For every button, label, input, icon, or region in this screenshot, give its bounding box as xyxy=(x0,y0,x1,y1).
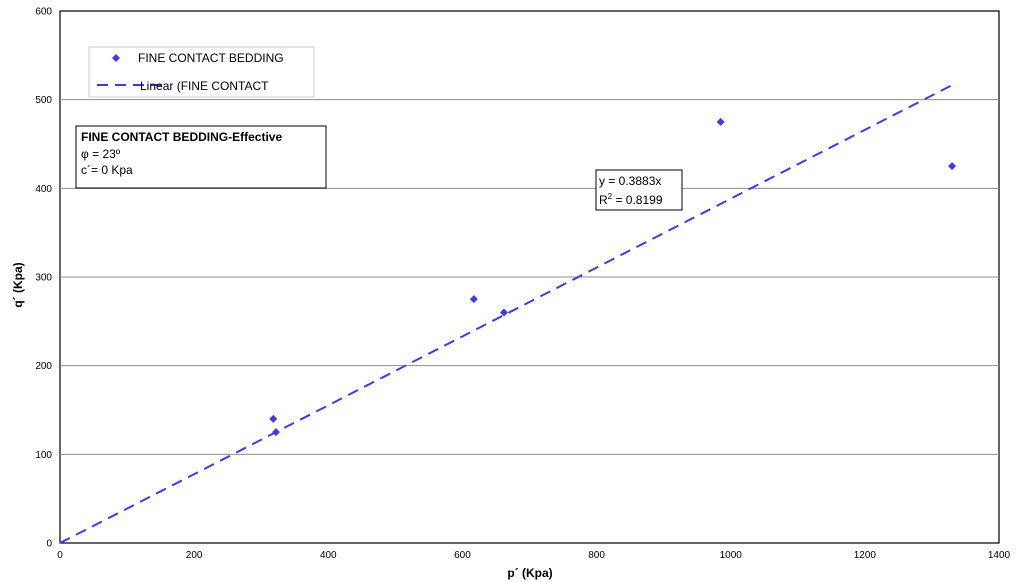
data-point xyxy=(269,414,278,423)
x-tick-label: 1400 xyxy=(988,550,1011,561)
data-points xyxy=(269,117,957,437)
x-tick-label: 1200 xyxy=(854,550,877,561)
x-axis-title: p´ (Kpa) xyxy=(507,566,552,580)
r2-superscript: 2 xyxy=(608,192,613,201)
annotation: FINE CONTACT BEDDING-Effective φ = 23º c… xyxy=(75,125,327,189)
annotation-title: FINE CONTACT BEDDING-Effective xyxy=(81,130,282,144)
trendline-label-box xyxy=(595,169,683,211)
x-tick-label: 600 xyxy=(454,550,471,561)
legend-label-trendline: Linear (FINE CONTACT xyxy=(140,79,269,93)
legend: FINE CONTACT BEDDING Linear (FINE CONTAC… xyxy=(88,46,315,98)
trendline-r-squared: R2 = 0.8199 xyxy=(599,192,663,207)
data-point xyxy=(271,428,280,437)
data-point xyxy=(948,162,957,171)
r2-value: = 0.8199 xyxy=(612,193,663,207)
r2-prefix: R xyxy=(599,193,608,207)
trendline-equation: y = 0.3883x xyxy=(599,174,661,188)
annotation-box xyxy=(75,125,327,189)
y-tick-label: 300 xyxy=(35,273,52,284)
y-tick-label: 400 xyxy=(35,184,52,195)
y-tick-label: 100 xyxy=(35,450,52,461)
legend-box xyxy=(88,46,315,98)
y-axis-title: q´ (Kpa) xyxy=(11,262,25,307)
data-point xyxy=(716,117,725,126)
y-tick-label: 600 xyxy=(35,7,52,18)
y-tick-label: 200 xyxy=(35,361,52,372)
x-tick-label: 200 xyxy=(186,550,203,561)
gridlines xyxy=(60,99,999,455)
y-tick-label: 500 xyxy=(35,95,52,106)
x-tick-label: 800 xyxy=(588,550,605,561)
x-tick-label: 400 xyxy=(320,550,337,561)
legend-label-series: FINE CONTACT BEDDING xyxy=(138,51,284,65)
annotation-cohesion: c´= 0 Kpa xyxy=(81,163,133,177)
trendline xyxy=(59,82,956,544)
x-tick-label: 1000 xyxy=(720,550,743,561)
annotation-phi: φ = 23º xyxy=(81,147,121,161)
data-point xyxy=(500,308,509,317)
x-tick-labels: 0 200 400 600 800 1000 1200 1400 xyxy=(57,550,1010,561)
trendline-label: y = 0.3883x R2 = 0.8199 xyxy=(595,169,683,211)
data-point xyxy=(469,295,478,304)
legend-marker-diamond xyxy=(112,54,120,62)
x-tick-label: 0 xyxy=(57,550,63,561)
y-tick-label: 0 xyxy=(46,539,52,550)
y-tick-labels: 0 100 200 300 400 500 600 xyxy=(35,7,52,550)
